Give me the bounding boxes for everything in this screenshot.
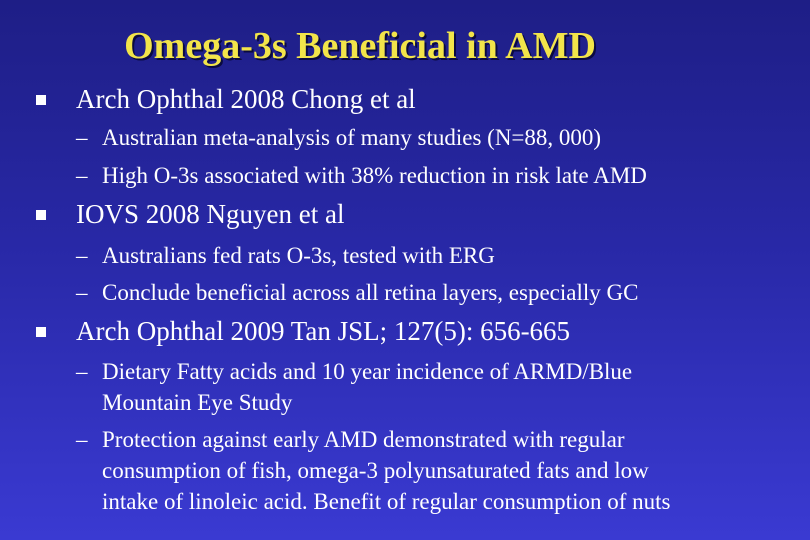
dash-bullet-icon: – xyxy=(76,243,88,268)
sub-bullet-text: Australian meta-analysis of many studies… xyxy=(102,125,602,150)
square-bullet-icon xyxy=(36,95,46,105)
dash-bullet-icon: – xyxy=(76,163,88,188)
square-bullet-icon xyxy=(36,327,46,337)
square-bullet-icon xyxy=(36,210,46,220)
sub-bullet-text: Mountain Eye Study xyxy=(102,390,293,415)
sub-bullet-text: Dietary Fatty acids and 10 year incidenc… xyxy=(102,359,633,384)
dash-bullet-icon: – xyxy=(76,280,88,305)
slide-title: Omega-3s Beneficial in AMD xyxy=(124,25,596,67)
dash-bullet-icon: – xyxy=(76,359,88,384)
dash-bullet-icon: – xyxy=(76,427,88,452)
bullet-text: Arch Ophthal 2008 Chong et al xyxy=(76,84,416,114)
sub-bullet-text: intake of linoleic acid. Benefit of regu… xyxy=(102,489,671,514)
sub-bullet-text: consumption of fish, omega-3 polyunsatur… xyxy=(102,458,649,483)
sub-bullet-text: Protection against early AMD demonstrate… xyxy=(102,427,625,452)
bullet-text: IOVS 2008 Nguyen et al xyxy=(76,199,345,229)
sub-bullet-text: Conclude beneficial across all retina la… xyxy=(102,280,639,305)
sub-bullet-text: High O-3s associated with 38% reduction … xyxy=(102,163,647,188)
bullet-text: Arch Ophthal 2009 Tan JSL; 127(5): 656-6… xyxy=(76,316,571,346)
dash-bullet-icon: – xyxy=(76,125,88,150)
sub-bullet-text: Australians fed rats O-3s, tested with E… xyxy=(102,243,495,268)
